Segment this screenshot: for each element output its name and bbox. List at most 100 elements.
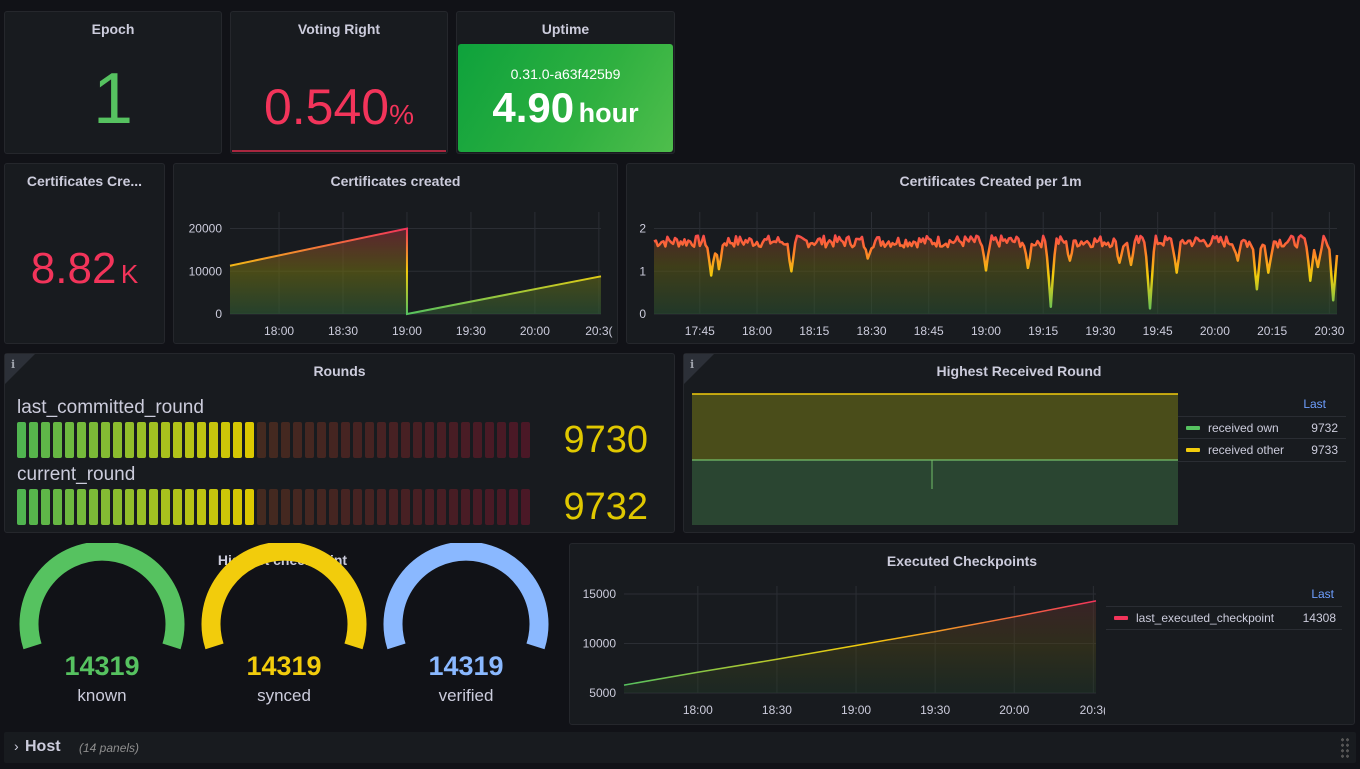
gauge-cell-unlit	[329, 489, 338, 525]
voting-right-number: 0.540	[263, 79, 390, 135]
certificates-created-stat-panel[interactable]: Certificates Cre... 8.82 K	[4, 163, 165, 344]
voting-right-unit: %	[389, 99, 415, 130]
gauge-cell-unlit	[401, 489, 410, 525]
legend-item[interactable]: received own 9732	[1178, 416, 1346, 439]
y-tick-label: 10000	[189, 264, 223, 278]
legend-header-last[interactable]: Last	[1311, 587, 1334, 601]
info-icon[interactable]: i	[11, 358, 16, 371]
drag-handle-icon[interactable]	[1340, 737, 1350, 759]
host-row[interactable]: › Host (14 panels)	[4, 732, 1356, 763]
voting-right-panel[interactable]: Voting Right 0.540%	[230, 11, 448, 154]
gauge-cell-unlit	[365, 489, 374, 525]
voting-right-sparkline	[232, 150, 446, 152]
x-tick-label: 18:00	[683, 703, 713, 717]
certificates-created-chart-panel[interactable]: Certificates created 0 10000 20000 18:00 18:…	[173, 163, 618, 344]
info-corner[interactable]	[5, 354, 35, 384]
panel-title: Certificates created	[330, 173, 461, 189]
gauge-cell-unlit	[461, 422, 470, 458]
gauge-cell-unlit	[281, 489, 290, 525]
gauge-cell-lit	[125, 489, 134, 525]
gauge-cell-unlit	[401, 422, 410, 458]
legend-name: last_executed_checkpoint	[1136, 611, 1275, 625]
gauge-value: 14319	[428, 651, 504, 681]
certificates-stat-value: 8.82 K	[5, 244, 164, 294]
highest-checkpoint-panel[interactable]: Highest checkpoint 14319 known 14319 syn…	[4, 543, 561, 725]
gauge-cell-unlit	[389, 489, 398, 525]
gauge-value: 9730	[563, 419, 648, 461]
gauge-cell-lit	[137, 489, 146, 525]
x-tick-label: 20:15	[1257, 324, 1287, 338]
gauge-cell-lit	[149, 489, 158, 525]
panel-title: Epoch	[91, 21, 135, 37]
gauge-cell-lit	[41, 489, 50, 525]
rounds-panel[interactable]: i Rounds last_committed_round 9730 curre…	[4, 353, 675, 533]
y-tick-label: 0	[639, 307, 646, 321]
gauge-cell-lit	[137, 422, 146, 458]
epoch-panel[interactable]: Epoch 1	[4, 11, 222, 154]
gauge-cell-lit	[17, 489, 26, 525]
series-line	[653, 234, 1339, 310]
gauge-cell-lit	[161, 422, 170, 458]
gauge-cell-lit	[173, 422, 182, 458]
gauge-cell-unlit	[269, 489, 278, 525]
certificates-per-minute-panel[interactable]: Certificates Created per 1m 0 1 2 17:45 18:0…	[626, 163, 1355, 344]
certificates-per-minute-chart[interactable]: 0 1 2 17:45 18:00 18:15 18:30 18:45 19:00 19:15 19…	[627, 164, 1354, 343]
x-tick-label: 18:30	[762, 703, 792, 717]
gauge-arc-verified	[383, 543, 549, 650]
gauge-cell-lit	[101, 489, 110, 525]
legend-swatch	[1186, 448, 1200, 452]
legend-swatch	[1114, 616, 1128, 620]
series-area	[230, 228, 601, 314]
legend-item[interactable]: last_executed_checkpoint 14308	[1106, 606, 1342, 630]
series-line	[623, 600, 1097, 686]
gauge-cell-lit	[65, 422, 74, 458]
x-tick-label: 20:00	[1200, 324, 1230, 338]
y-tick-label: 10000	[583, 637, 617, 651]
gauge-cell-lit	[29, 489, 38, 525]
series-line	[229, 227, 602, 316]
highest-received-round-chart[interactable]	[692, 392, 1182, 527]
info-icon[interactable]: i	[690, 358, 695, 371]
y-tick-label: 2	[639, 222, 646, 236]
panel-title: Executed Checkpoints	[886, 553, 1038, 569]
legend-value: 9733	[1311, 443, 1338, 457]
executed-checkpoints-panel[interactable]: Executed Checkpoints 5000 10000 15000 18:00…	[569, 543, 1355, 725]
gauge-cell-unlit	[509, 489, 518, 525]
epoch-value: 1	[92, 59, 134, 139]
gauge-cell-lit	[173, 489, 182, 525]
uptime-value: 4.90 hour	[458, 84, 673, 132]
legend-name: received own	[1208, 420, 1279, 435]
row-panel-count: (14 panels)	[79, 741, 140, 755]
x-tick-label: 19:00	[392, 324, 422, 338]
chevron-right-icon[interactable]: ›	[14, 738, 19, 754]
y-tick-label: 5000	[589, 686, 616, 700]
highest-received-round-panel[interactable]: i Highest Received Round Last received o…	[683, 353, 1355, 533]
gauge-cell-lit	[233, 489, 242, 525]
gauge-cell-lit	[77, 422, 86, 458]
gauge-cell-unlit	[425, 489, 434, 525]
gauge-cell-lit	[17, 422, 26, 458]
gauge-cell-lit	[77, 489, 86, 525]
x-tick-label: 18:15	[799, 324, 829, 338]
gauge-cell-lit	[101, 422, 110, 458]
gauge-label: last_committed_round	[17, 397, 204, 418]
x-tick-label: 18:30	[856, 324, 886, 338]
executed-checkpoints-chart[interactable]: 5000 10000 15000 18:00 18:30 19:00 19:30 20:00 2…	[570, 544, 1105, 724]
gauge-cell-unlit	[269, 422, 278, 458]
legend-item[interactable]: received other 9733	[1178, 439, 1346, 462]
uptime-panel[interactable]: Uptime 0.31.0-a63f425b9 4.90 hour	[456, 11, 675, 154]
row-title[interactable]: Host	[25, 738, 61, 755]
received-other-area	[692, 394, 1178, 460]
gauge-cell-lit	[209, 422, 218, 458]
gauge-cell-lit	[29, 422, 38, 458]
gauge-cell-unlit	[329, 422, 338, 458]
certificates-created-chart[interactable]: 0 10000 20000 18:00 18:30 19:00 19:30 20:00 20:3…	[174, 164, 617, 343]
gauge-cell-unlit	[341, 422, 350, 458]
legend-header-last[interactable]: Last	[1303, 397, 1326, 411]
y-tick-label: 20000	[189, 222, 223, 236]
x-tick-label: 18:00	[264, 324, 294, 338]
gauge-cell-lit	[221, 489, 230, 525]
x-tick-label: 19:30	[1085, 324, 1115, 338]
info-corner[interactable]	[684, 354, 714, 384]
gauge-cell-unlit	[413, 422, 422, 458]
